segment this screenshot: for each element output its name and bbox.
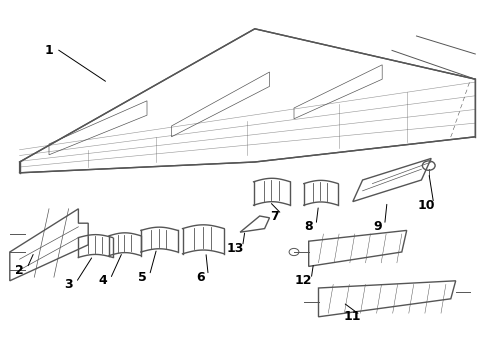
Text: 12: 12	[295, 274, 313, 287]
Text: 9: 9	[373, 220, 382, 233]
Text: 1: 1	[45, 44, 53, 57]
Text: 2: 2	[15, 264, 24, 276]
Text: 3: 3	[64, 278, 73, 291]
Text: 8: 8	[304, 220, 313, 233]
Text: 6: 6	[196, 271, 205, 284]
Text: 13: 13	[226, 242, 244, 255]
Text: 11: 11	[344, 310, 362, 323]
Text: 4: 4	[98, 274, 107, 287]
Text: 7: 7	[270, 210, 279, 222]
Text: 10: 10	[417, 199, 435, 212]
Text: 5: 5	[138, 271, 147, 284]
